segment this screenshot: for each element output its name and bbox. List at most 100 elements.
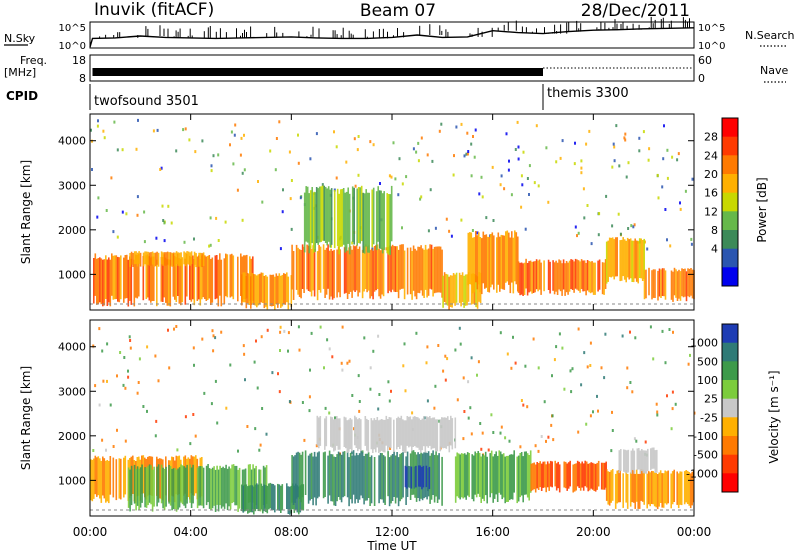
vel-echo-column	[99, 458, 101, 499]
power-speckle	[136, 213, 139, 217]
vel-echo-column	[591, 462, 594, 490]
power-echo-column	[580, 259, 583, 289]
vel-echo-column	[528, 455, 530, 501]
vel-colorbar-frame	[721, 323, 739, 493]
vel-echo-column	[168, 464, 170, 504]
power-speckle	[137, 118, 139, 122]
vel-echo-column	[530, 463, 532, 492]
vel-speckle	[580, 383, 583, 387]
vel-echo-column	[333, 419, 335, 452]
date-title: 28/Dec/2011	[581, 1, 690, 21]
vel-colorbar-tick: -500	[693, 449, 718, 462]
vel-echo-column	[336, 416, 338, 446]
power-echo-column	[574, 258, 577, 289]
vel-echo-column	[605, 469, 608, 501]
power-echo-column	[660, 269, 662, 298]
power-speckle	[642, 130, 645, 134]
vel-echo-column	[639, 450, 642, 474]
power-echo-column	[525, 258, 527, 289]
power-echo-column	[111, 253, 113, 296]
power-echo-column	[470, 273, 473, 305]
power-echo-column	[514, 230, 516, 282]
vel-echo-column	[438, 453, 440, 500]
vel-echo-column	[421, 418, 424, 451]
power-echo-column	[631, 240, 633, 282]
power-speckle	[159, 168, 162, 171]
vel-echo-column	[355, 452, 358, 500]
vel-echo-column	[397, 416, 400, 447]
power-speckle	[90, 128, 92, 132]
vel-echo-column	[358, 453, 361, 500]
power-speckle	[690, 242, 693, 246]
power-echo-column	[424, 244, 427, 290]
vel-echo-column	[202, 467, 205, 509]
vel-echo-column	[409, 416, 412, 447]
vel-speckle	[600, 366, 603, 370]
vel-echo-column	[472, 455, 475, 502]
power-echo-column	[277, 275, 279, 308]
power-speckle	[452, 173, 455, 177]
vel-speckle	[492, 431, 495, 434]
vel-echo-column	[234, 465, 236, 506]
vel-echo-column	[634, 473, 636, 509]
vel-speckle	[242, 344, 245, 348]
power-speckle	[677, 152, 680, 156]
vel-echo-column	[647, 448, 649, 471]
power-speckle	[499, 183, 502, 187]
vel-echo-column	[627, 449, 630, 473]
power-echo-column	[362, 192, 364, 253]
vel-speckle	[586, 365, 589, 369]
vel-echo-column	[590, 462, 592, 489]
vel-colorbar-swatch	[722, 436, 738, 456]
power-echo-column	[634, 238, 636, 279]
power-echo-column	[320, 186, 322, 242]
power-echo-column	[679, 271, 682, 301]
power-echo-column	[445, 273, 447, 305]
power-echo-column	[247, 273, 249, 304]
vel-echo-column	[193, 456, 196, 496]
freq-label-line2: [MHz]	[4, 66, 36, 79]
station-title: Inuvik (fitACF)	[94, 0, 214, 20]
vel-echo-column	[379, 452, 382, 500]
power-speckle	[412, 147, 415, 151]
vel-echo-column	[357, 419, 359, 452]
power-echo-column	[96, 258, 98, 305]
vel-echo-column	[159, 458, 161, 499]
vel-echo-column	[584, 460, 586, 487]
power-echo-column	[390, 185, 393, 242]
power-colorbar-tick: 12	[704, 205, 718, 218]
power-echo-column	[503, 235, 506, 290]
power-echo-column	[645, 269, 647, 299]
power-speckle	[445, 217, 448, 221]
vel-speckle	[540, 435, 543, 438]
vel-echo-column	[594, 463, 597, 492]
vel-speckle	[543, 400, 546, 404]
power-echo-column	[391, 244, 394, 290]
power-ytick-label: 3000	[58, 179, 86, 192]
power-echo-column	[93, 258, 95, 304]
power-echo-column	[151, 251, 154, 265]
power-speckle	[580, 166, 583, 170]
power-echo-column	[443, 272, 446, 302]
vel-speckle	[260, 335, 263, 339]
vel-echo-column	[407, 465, 410, 488]
vel-speckle	[98, 327, 101, 331]
power-colorbar-swatch	[722, 267, 738, 287]
vel-speckle	[244, 378, 246, 382]
vel-echo-column	[579, 463, 582, 491]
vel-echo-column	[346, 420, 349, 453]
power-speckle	[481, 195, 484, 199]
vel-echo-column	[360, 450, 362, 496]
vel-speckle	[596, 394, 598, 398]
vel-speckle	[552, 438, 555, 442]
vel-echo-column	[313, 451, 316, 498]
velocity-scatter	[92, 325, 696, 457]
power-echo-column	[643, 238, 645, 280]
vel-echo-column	[597, 460, 600, 487]
vel-echo-column	[427, 417, 430, 448]
power-speckle	[574, 225, 577, 229]
power-speckle	[476, 231, 479, 235]
power-echo-column	[112, 255, 115, 300]
power-speckle	[379, 182, 381, 185]
power-echo-column	[375, 245, 377, 291]
